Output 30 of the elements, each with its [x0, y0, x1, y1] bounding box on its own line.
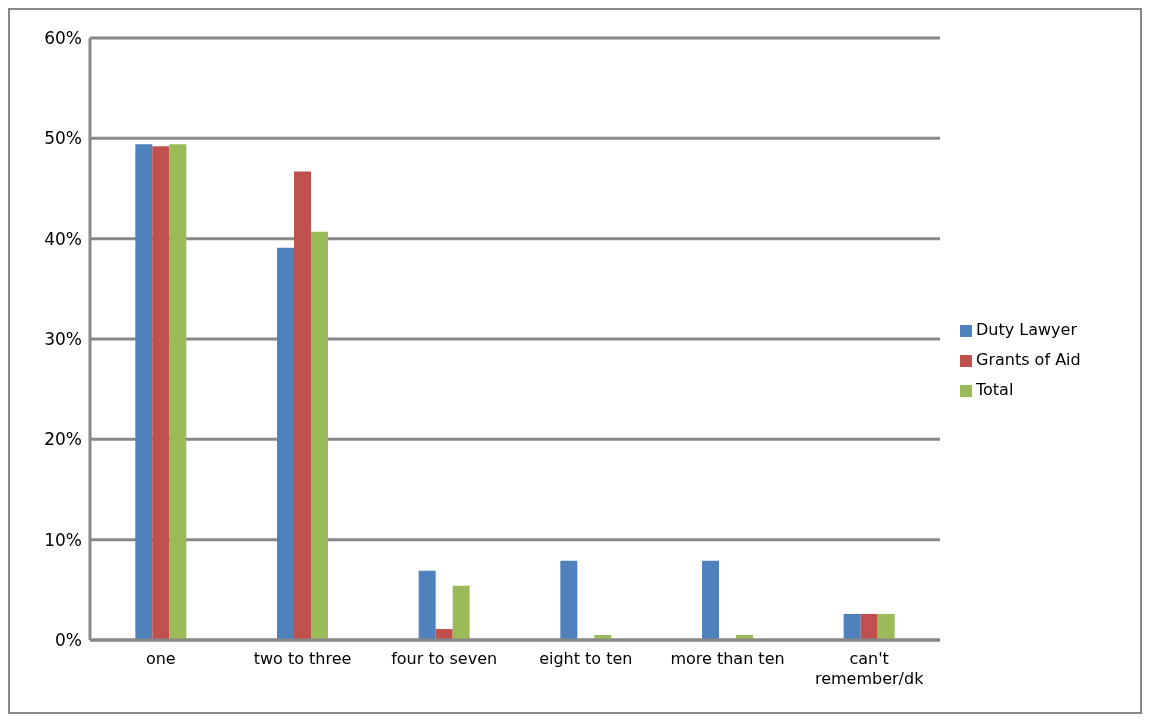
bar	[843, 613, 861, 640]
y-tick-label: 0%	[55, 630, 82, 651]
y-tick-label: 10%	[44, 529, 82, 550]
x-tick-label: can't remember/dk	[814, 649, 925, 688]
y-tick-label: 60%	[44, 28, 82, 49]
legend-label: Grants of Aid	[976, 350, 1081, 369]
bar	[169, 144, 187, 640]
bar	[877, 613, 895, 640]
y-tick-label: 40%	[44, 228, 82, 249]
y-tick-label: 30%	[44, 329, 82, 350]
bar	[277, 247, 294, 640]
x-tick-label: one	[145, 649, 176, 668]
bar	[452, 585, 470, 640]
y-tick-label: 20%	[44, 429, 82, 450]
x-tick-label: more than ten	[670, 649, 785, 668]
x-tick-label: two to three	[253, 649, 352, 668]
x-tick-label: eight to ten	[539, 649, 633, 668]
bar	[152, 146, 170, 640]
legend-label: Total	[976, 380, 1014, 399]
bar	[860, 613, 878, 640]
bar	[560, 560, 578, 640]
bar	[435, 628, 453, 640]
bar	[702, 560, 719, 640]
legend-label: Duty Lawyer	[976, 320, 1077, 339]
y-tick-label: 50%	[44, 128, 82, 149]
bar	[294, 171, 311, 640]
x-tick-label: four to seven	[391, 649, 498, 668]
bar	[135, 144, 153, 640]
bar	[311, 231, 328, 640]
bar	[418, 570, 436, 640]
